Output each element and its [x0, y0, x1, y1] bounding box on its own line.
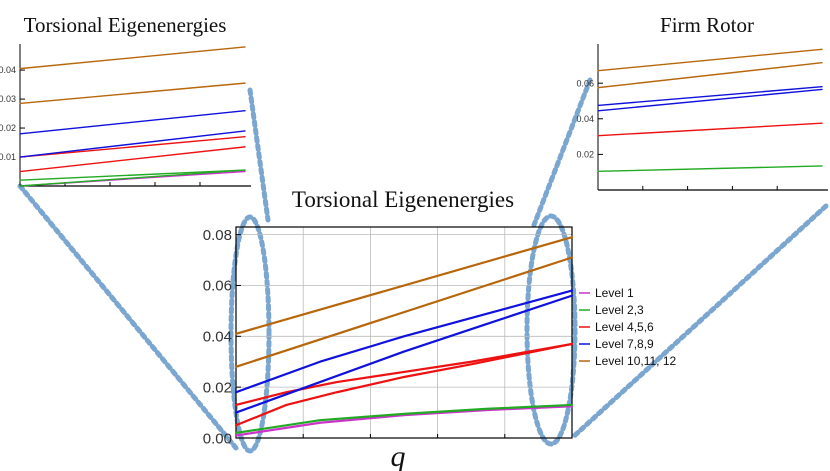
y-tick-label: 0.03	[0, 94, 16, 104]
series-line	[19, 146, 246, 173]
series-line	[19, 169, 246, 187]
series-line	[19, 46, 246, 70]
series-line	[19, 169, 246, 181]
y-tick-label: 0.06	[576, 78, 594, 88]
series-line	[234, 256, 574, 368]
series-line	[597, 165, 823, 173]
series-line	[597, 86, 823, 107]
series-line	[19, 136, 246, 158]
right-zoom-ellipse	[524, 213, 578, 447]
right-connector	[570, 203, 829, 440]
y-tick-label: 0.00	[203, 430, 232, 447]
series-line	[597, 88, 823, 112]
firm-rotor-plot: 0.02 0.04 0.06	[576, 44, 828, 191]
series-line	[234, 294, 574, 414]
series-line	[234, 289, 574, 394]
y-tick-label: 0.02	[203, 379, 232, 396]
right-connector	[531, 77, 593, 228]
y-tick-label: 0.02	[576, 150, 594, 160]
y-tick-label: 0.04	[576, 114, 594, 124]
series-line	[19, 130, 246, 158]
series-line	[19, 109, 246, 135]
series-line	[597, 122, 823, 137]
series-line	[597, 61, 823, 89]
series-line	[234, 403, 574, 435]
x-axis-label: q	[391, 440, 406, 471]
left-zoom-ellipse	[228, 214, 272, 454]
series-line	[234, 405, 574, 437]
y-tick-label: 0.01	[0, 152, 16, 162]
legend-label: Level 1	[595, 286, 634, 300]
series-line	[234, 342, 574, 427]
y-tick-label: 0.06	[203, 278, 232, 295]
left-connector	[17, 183, 239, 451]
main-chart-title: Torsional Eigenenergies	[292, 187, 514, 212]
series-line	[19, 82, 246, 105]
y-tick-label: 0.02	[0, 123, 16, 133]
zoom-indicators	[17, 77, 829, 454]
main-plot: 0.00 0.02 0.04 0.06 0.08	[203, 226, 574, 447]
legend-label: Level 10,11, 12	[595, 354, 677, 368]
y-tick-label: 0.08	[203, 227, 232, 244]
y-tick-label: 0.04	[0, 65, 16, 75]
series-line	[234, 342, 574, 407]
legend: Level 1 Level 2,3 Level 4,5,6 Level 7,8,9 Le…	[579, 286, 677, 368]
legend-label: Level 7,8,9	[595, 337, 654, 351]
firm-rotor-title: Firm Rotor	[660, 13, 754, 37]
legend-label: Level 2,3	[595, 303, 644, 317]
legend-label: Level 4,5,6	[595, 320, 654, 334]
free-rotor-plot: 0.01 0.02 0.03 0.04	[0, 44, 251, 187]
plot-frame	[235, 226, 573, 439]
y-tick-label: 0.04	[203, 329, 232, 346]
free-rotor-title: Torsional Eigenenergies	[24, 13, 227, 37]
series-line	[597, 48, 823, 72]
left-connector	[247, 87, 271, 223]
series-line	[234, 236, 574, 335]
